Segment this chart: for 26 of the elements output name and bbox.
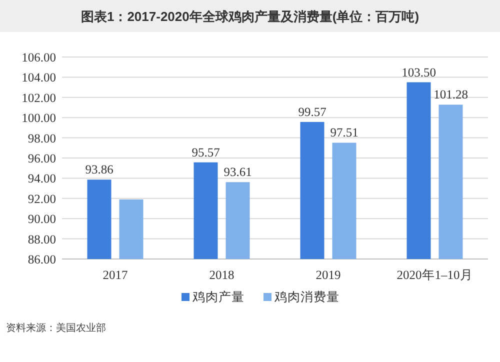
data-label: 97.51: [330, 126, 358, 140]
y-tick-label: 98.00: [28, 131, 56, 146]
y-tick-label: 94.00: [28, 172, 56, 186]
y-tick-label: 90.00: [28, 212, 56, 226]
data-label: 93.61: [224, 165, 252, 180]
y-tick-label: 100.00: [22, 111, 56, 126]
chart-title: 图表1：2017-2020年全球鸡肉产量及消费量(单位：百万吨): [80, 9, 420, 24]
y-tick-label: 106.00: [22, 50, 56, 64]
legend-label: 鸡肉产量: [192, 290, 244, 304]
y-tick-label: 86.00: [28, 252, 56, 266]
text: 资料来源：美国农业部: [6, 322, 106, 334]
x-tick-label: 2017: [102, 268, 128, 282]
x-tick-label: 2020年1–10月: [396, 268, 473, 282]
y-tick-label: 88.00: [28, 232, 56, 246]
data-label: 93.86: [85, 162, 114, 177]
data-label: 99.57: [298, 104, 326, 119]
y-tick-label: 92.00: [28, 192, 56, 206]
data-label: 103.50: [402, 65, 436, 80]
data-label: 101.28: [434, 88, 468, 102]
y-tick-label: 96.00: [28, 152, 56, 166]
y-tick-label: 104.00: [22, 70, 56, 85]
x-tick-label: 2018: [209, 268, 234, 282]
x-tick-label: 2019: [316, 268, 341, 282]
data-label: 95.57: [192, 145, 220, 160]
legend-label: 鸡肉消费量: [274, 290, 340, 304]
y-tick-label: 102.00: [22, 90, 56, 105]
